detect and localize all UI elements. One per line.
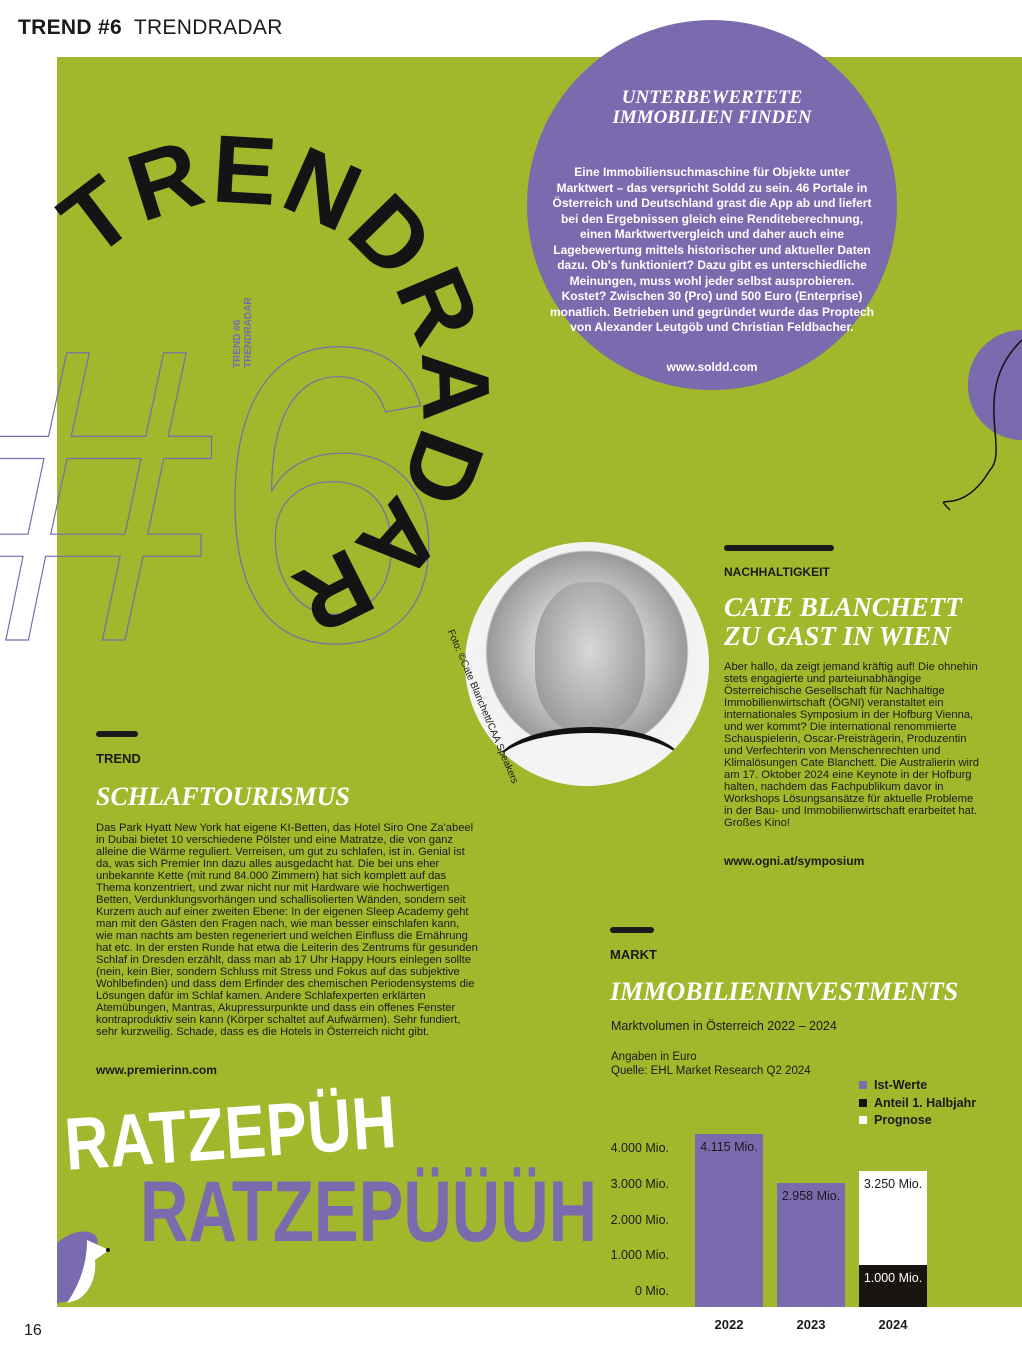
schlaf-title: SCHLAFTOURISMUS [96, 782, 350, 811]
schlaf-link[interactable]: www.premierinn.com [96, 1063, 217, 1077]
cate-blanchett-photo [465, 542, 709, 786]
soldd-link[interactable]: www.soldd.com [666, 360, 758, 374]
chart-legend: Ist-Werte Anteil 1. Halbjahr Prognose [859, 1077, 976, 1130]
blanchett-title-line2: ZU GAST IN WIEN [724, 621, 951, 651]
x-tick-label: 2024 [878, 1317, 908, 1332]
x-tick-label: 2023 [796, 1317, 826, 1332]
vertical-label-line2: TRENDRADAR [243, 297, 254, 368]
markt-kicker: MARKT [610, 947, 657, 962]
soldd-title: UNTERBEWERTETE IMMOBILIEN FINDEN [560, 88, 864, 128]
legend-label: Anteil 1. Halbjahr [874, 1095, 977, 1110]
soldd-circle [527, 20, 897, 390]
blanchett-title-line1: CATE BLANCHETT [724, 592, 962, 622]
divider-bar [724, 545, 834, 551]
divider-bar [96, 731, 138, 737]
schlaf-body: Das Park Hyatt New York hat eigene KI-Be… [96, 822, 478, 1038]
ratzepueh-purple: RATZEPÜÜÜH [140, 1164, 598, 1260]
divider-bar [610, 927, 654, 933]
trendradar-graphic: #6 TRENDRADAR [0, 115, 508, 700]
markt-title: IMMOBILIENINVESTMENTS [610, 977, 959, 1006]
hedgehog-icon [57, 1231, 110, 1303]
x-tick-label: 2022 [714, 1317, 744, 1332]
legend-label: Ist-Werte [874, 1078, 928, 1092]
vertical-label-line1: TREND #6 [232, 319, 243, 368]
legend-item: Anteil 1. Halbjahr [859, 1095, 976, 1113]
blanchett-title: CATE BLANCHETT ZU GAST IN WIEN [724, 593, 962, 651]
legend-swatch [859, 1116, 867, 1124]
chart-title: Marktvolumen in Österreich 2022 – 2024 [611, 1019, 837, 1033]
chart-unit-note: Angaben in Euro [611, 1051, 697, 1063]
portrait-face [535, 582, 645, 732]
legend-item: Prognose [859, 1112, 976, 1130]
page-header: TREND #6 TRENDRADAR [18, 16, 283, 40]
legend-label: Prognose [874, 1113, 932, 1127]
blanchett-body: Aber hallo, da zeigt jemand kräftig auf!… [724, 661, 979, 829]
schlaf-kicker: TREND [96, 751, 141, 766]
portrait-shoulders [495, 727, 685, 786]
vertical-label: TREND #6 TRENDRADAR [232, 297, 254, 368]
blanchett-link[interactable]: www.ogni.at/symposium [724, 854, 865, 868]
chart-subtitle: Angaben in Euro Quelle: EHL Market Resea… [611, 1050, 811, 1078]
page-number: 16 [24, 1322, 42, 1339]
chart-source: Quelle: EHL Market Research Q2 2024 [611, 1065, 811, 1077]
soldd-body: Eine Immobiliensuchmaschine für Objekte … [549, 165, 875, 334]
soldd-title-line2: IMMOBILIEN FINDEN [612, 107, 812, 128]
blanchett-kicker: NACHHALTIGKEIT [724, 565, 830, 579]
legend-swatch [859, 1098, 867, 1107]
legend-item: Ist-Werte [859, 1077, 976, 1095]
section-title: TRENDRADAR [133, 16, 283, 39]
big-number-outline: #6 [0, 261, 447, 700]
legend-swatch [859, 1081, 867, 1089]
soldd-title-line1: UNTERBEWERTETE [621, 87, 803, 108]
decorative-line [942, 339, 1022, 511]
section-label: TREND #6 [18, 16, 122, 39]
